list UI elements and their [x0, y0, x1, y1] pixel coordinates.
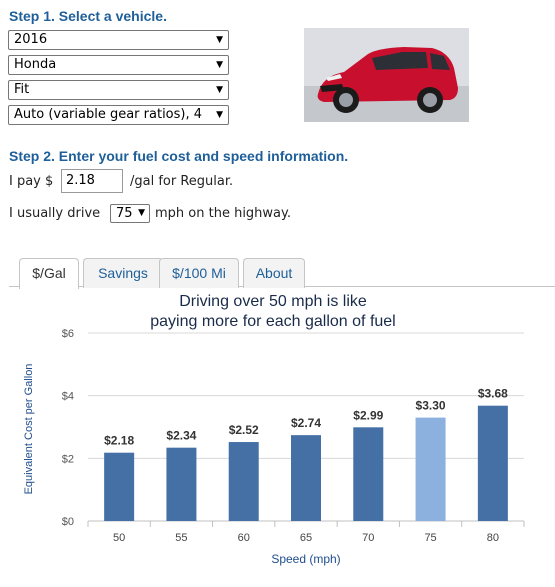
- bar-speed-65[interactable]: [291, 435, 321, 521]
- bar-value-label: $2.52: [229, 423, 259, 437]
- x-tick-label: 50: [113, 532, 125, 544]
- make-select[interactable]: Honda ▼: [8, 55, 229, 75]
- y-tick-label: $4: [62, 391, 74, 403]
- tab-savings[interactable]: Savings: [83, 258, 163, 288]
- speed-select[interactable]: 75 ▼: [110, 204, 150, 223]
- tab-about[interactable]: About: [243, 258, 305, 288]
- year-select-value: 2016: [14, 32, 48, 47]
- bar-speed-60[interactable]: [228, 442, 259, 521]
- bar-speed-80[interactable]: [477, 405, 508, 521]
- y-tick-label: $6: [62, 328, 74, 340]
- x-tick-label: 80: [487, 532, 499, 544]
- car-image: [304, 28, 469, 122]
- vehicle-photo: [304, 28, 469, 122]
- model-select[interactable]: Fit ▼: [8, 80, 229, 100]
- x-axis-label: Speed (mph): [271, 552, 340, 566]
- bar-speed-70[interactable]: [353, 427, 384, 521]
- step1-heading: Step 1. Select a vehicle.: [9, 8, 167, 24]
- chevron-down-icon: ▼: [216, 85, 223, 95]
- transmission-select[interactable]: Auto (variable gear ratios), 4 ▼: [8, 105, 229, 125]
- cost-chart: Driving over 50 mph is like paying more …: [0, 287, 555, 583]
- bar-value-label: $3.30: [416, 399, 446, 413]
- year-select[interactable]: 2016 ▼: [8, 30, 229, 50]
- bar-speed-50[interactable]: [104, 452, 135, 521]
- bar-value-label: $2.99: [353, 408, 383, 422]
- x-tick-label: 65: [300, 532, 312, 544]
- y-tick-label: $2: [62, 453, 74, 465]
- y-tick-label: $0: [62, 516, 74, 528]
- step2-heading: Step 2. Enter your fuel cost and speed i…: [9, 148, 349, 164]
- bar-value-label: $2.34: [166, 429, 196, 443]
- x-tick-label: 75: [424, 532, 436, 544]
- x-tick-label: 60: [238, 532, 250, 544]
- drive-suffix: mph on the highway.: [155, 206, 291, 221]
- chevron-down-icon: ▼: [216, 35, 223, 45]
- transmission-select-value: Auto (variable gear ratios), 4: [14, 107, 203, 122]
- chart-title-line-2: paying more for each gallon of fuel: [150, 313, 395, 330]
- y-axis-label: Equivalent Cost per Gallon: [23, 364, 35, 495]
- bar-value-label: $2.18: [104, 434, 134, 448]
- x-tick-label: 55: [175, 532, 187, 544]
- bar-value-label: $2.74: [291, 416, 321, 430]
- chevron-down-icon: ▼: [216, 60, 223, 70]
- fuel-cost-input[interactable]: 2.18: [61, 169, 123, 193]
- bar-value-label: $3.68: [478, 387, 508, 401]
- pay-prefix: I pay $: [9, 174, 54, 189]
- tab-dollars-per-gallon[interactable]: $/Gal: [19, 258, 79, 289]
- bar-speed-55[interactable]: [166, 447, 197, 521]
- chart-title-line-1: Driving over 50 mph is like: [179, 293, 367, 310]
- bar-speed-75[interactable]: [415, 417, 446, 521]
- cost-chart-svg: Driving over 50 mph is like paying more …: [23, 293, 525, 566]
- tab-dollars-per-100-mi[interactable]: $/100 Mi: [159, 258, 239, 288]
- chevron-down-icon: ▼: [216, 110, 223, 120]
- pay-suffix: /gal for Regular.: [130, 174, 234, 189]
- speed-select-value: 75: [116, 206, 133, 221]
- model-select-value: Fit: [14, 82, 30, 97]
- make-select-value: Honda: [14, 57, 57, 72]
- x-tick-label: 70: [362, 532, 374, 544]
- chevron-down-icon: ▼: [138, 208, 145, 218]
- tab-bar: $/Gal Savings $/100 Mi About: [9, 255, 555, 289]
- drive-prefix: I usually drive: [9, 206, 101, 221]
